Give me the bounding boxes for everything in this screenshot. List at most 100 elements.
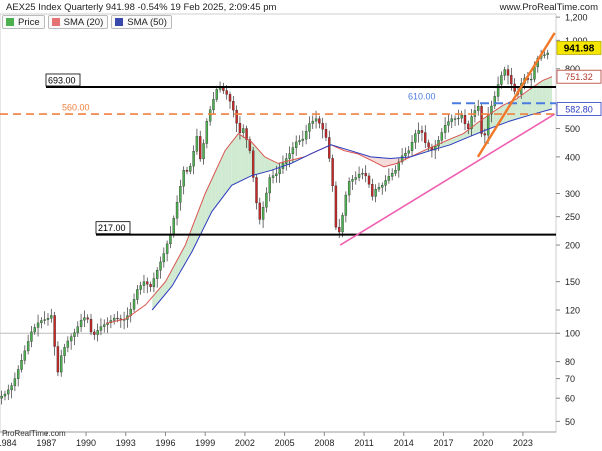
candle-body <box>334 185 338 228</box>
sma-fill-segment <box>473 123 477 136</box>
legend-item-price[interactable]: Price <box>2 15 45 29</box>
level-label: 693.00 <box>48 75 76 85</box>
candle-body <box>142 281 146 286</box>
price-label-box <box>556 69 602 84</box>
candle-body <box>79 319 83 327</box>
candle-body <box>374 189 377 197</box>
price-label-box <box>556 102 602 116</box>
candle-body <box>381 185 384 188</box>
sma-fill-segment <box>539 80 543 113</box>
candle-body <box>477 106 480 111</box>
level-label: 560.00 <box>62 103 90 113</box>
candle-body <box>275 173 278 176</box>
candle-body <box>205 121 209 144</box>
candle-body <box>192 151 195 167</box>
candle-body <box>136 289 139 300</box>
candle-body <box>414 133 417 143</box>
candle-body <box>543 54 546 56</box>
candle-body <box>199 136 202 160</box>
candle-body <box>357 173 361 178</box>
sma-fill-segment <box>493 109 497 128</box>
sma-fill-segment <box>238 133 242 183</box>
candle-body <box>440 132 444 141</box>
candle-body <box>96 330 99 335</box>
sma-fill-segment <box>532 84 537 115</box>
candle-body <box>347 181 351 196</box>
candle-body <box>400 155 404 163</box>
y-tick-label: 500 <box>565 124 580 134</box>
candle-body <box>371 184 374 197</box>
candle-body <box>318 118 321 124</box>
candle-body <box>450 118 453 122</box>
candle-body <box>152 278 156 288</box>
candle-body <box>69 336 73 342</box>
trendline-pink <box>339 113 556 246</box>
candle-body <box>506 69 510 76</box>
x-tick-label: 2014 <box>394 438 414 448</box>
sma-fill-segment <box>274 161 278 170</box>
sma-fill-segment <box>549 76 553 110</box>
y-tick-label: 100 <box>565 329 580 339</box>
sma-fill-segment <box>522 91 527 118</box>
y-tick-label: 150 <box>565 277 580 287</box>
candle-body <box>182 170 185 187</box>
legend-item-sma50[interactable]: SMA (50) <box>111 15 172 29</box>
y-tick-label: 250 <box>565 212 580 222</box>
candle-body <box>179 186 182 203</box>
sma-fill-segment <box>244 137 249 179</box>
candle-body <box>40 320 43 324</box>
candle-body <box>271 175 275 178</box>
candle-body <box>447 121 450 126</box>
candle-body <box>397 161 400 171</box>
candle-body <box>222 87 225 91</box>
candle-body <box>208 109 212 122</box>
legend-item-sma20[interactable]: SMA (20) <box>47 15 109 29</box>
sma-fill-segment <box>546 77 550 111</box>
y-tick-label: 1,200 <box>565 13 588 23</box>
x-tick-label: 2011 <box>354 438 373 448</box>
candle-body <box>43 319 46 321</box>
level-label: 610.00 <box>408 92 436 102</box>
price-label-sma50: 582.80 <box>565 105 593 115</box>
sma20-line <box>105 76 553 324</box>
candle-body <box>139 285 142 290</box>
y-tick-label: 80 <box>565 357 575 367</box>
candle-body <box>251 150 255 178</box>
sma-fill-segment <box>228 142 232 190</box>
y-tick-label: 120 <box>565 306 580 316</box>
candle-body <box>460 115 463 119</box>
trendlines <box>339 32 556 246</box>
sma-fill-segment <box>519 94 523 119</box>
x-tick-label: 1990 <box>76 438 96 448</box>
candle-body <box>232 101 235 111</box>
legend-label: SMA (20) <box>63 16 104 28</box>
sma50-line <box>151 108 553 311</box>
candle-body <box>304 131 308 140</box>
candle-body <box>341 215 344 233</box>
sma-fill-segment <box>175 257 179 281</box>
x-tick-label: 2005 <box>275 438 295 448</box>
candle-body <box>116 317 119 320</box>
sma-fill-segment <box>456 135 461 142</box>
sma-fill-segment <box>268 158 272 172</box>
candle-body <box>500 75 503 85</box>
candle-body <box>404 153 407 157</box>
candlesticks <box>0 48 549 405</box>
chart-title: AEX25 Index Quarterly 941.98 -0.54% 19 F… <box>6 2 277 13</box>
candle-body <box>17 369 20 379</box>
candle-body <box>228 94 232 102</box>
candle-body <box>225 90 228 95</box>
candle-body <box>30 331 33 342</box>
candle-body <box>295 141 298 148</box>
candle-body <box>384 180 387 186</box>
sma-fill-segment <box>218 157 222 203</box>
sma-fill-segment <box>225 146 229 195</box>
candle-body <box>291 147 295 154</box>
candle-body <box>427 142 430 148</box>
sma-fill-segment <box>205 186 209 225</box>
candle-body <box>10 385 13 391</box>
y-tick-label: 70 <box>565 374 575 384</box>
candle-body <box>83 317 86 321</box>
candle-body <box>66 340 70 348</box>
candle-body <box>189 165 192 172</box>
